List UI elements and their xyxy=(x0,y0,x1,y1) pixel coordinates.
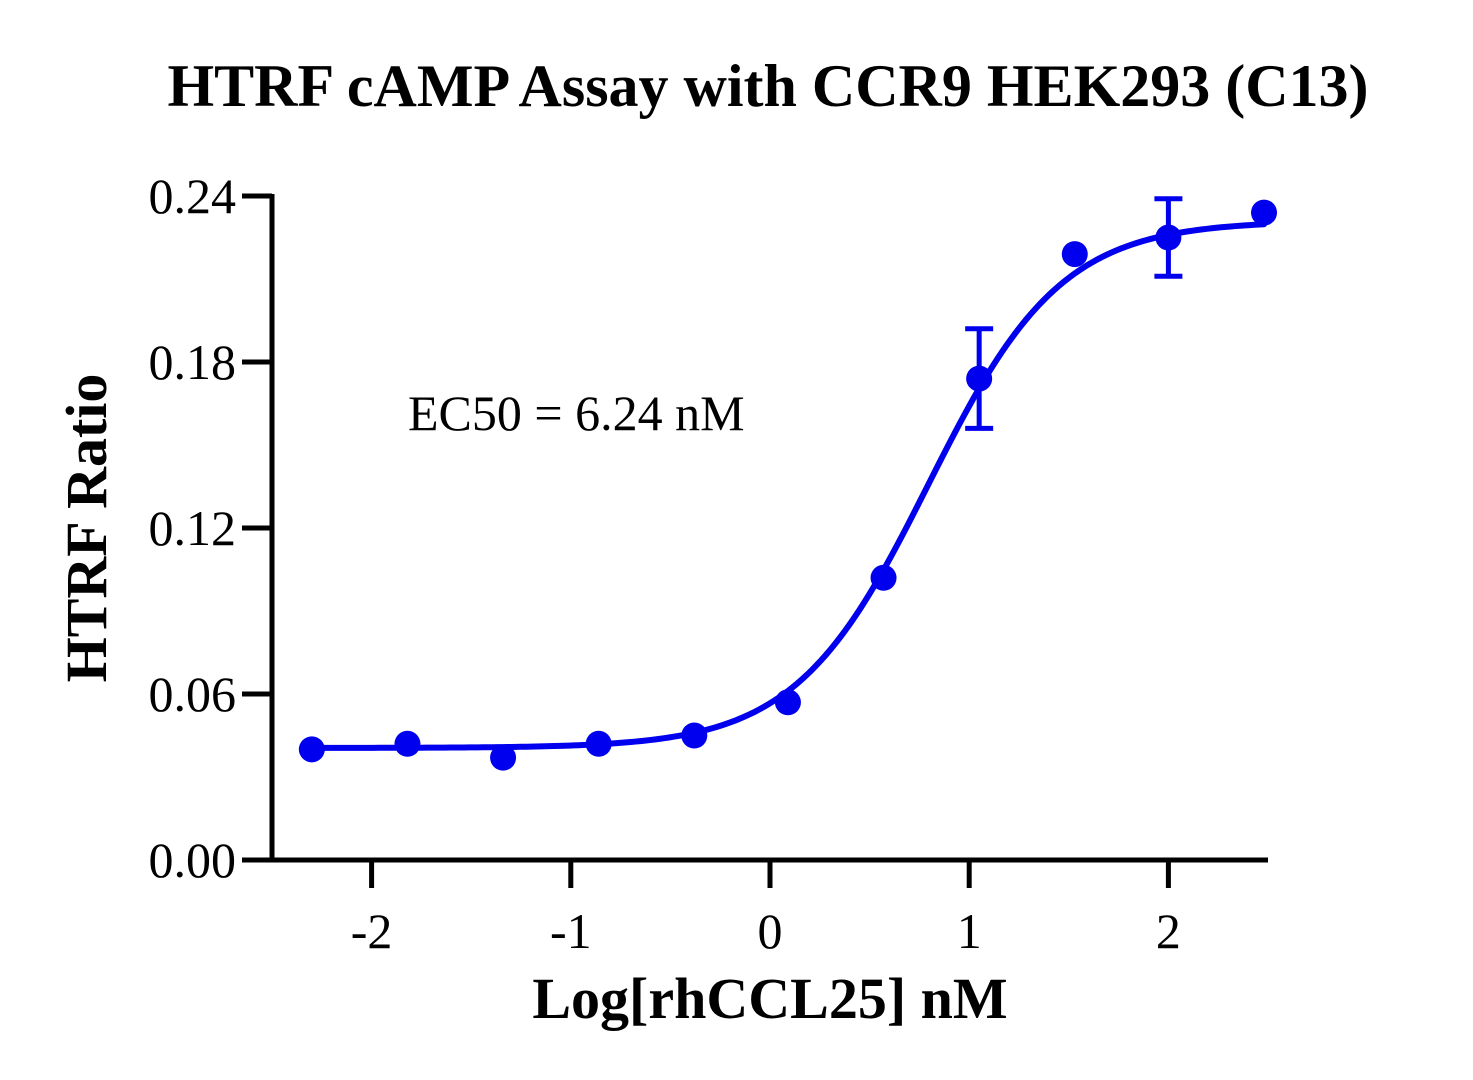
chart-title: HTRF cAMP Assay with CCR9 HEK293 (C13) xyxy=(167,53,1368,119)
data-point xyxy=(870,564,897,591)
data-point xyxy=(585,730,612,757)
y-tick-label: 0.24 xyxy=(149,168,237,224)
y-axis-label: HTRF Ratio xyxy=(54,374,119,683)
data-point xyxy=(966,365,993,392)
data-point xyxy=(1251,199,1278,226)
data-point xyxy=(394,730,421,757)
ec50-annotation: EC50 = 6.24 nM xyxy=(408,385,745,441)
data-point xyxy=(490,744,517,771)
data-point xyxy=(1155,224,1182,251)
y-tick-label: 0.00 xyxy=(149,832,237,888)
fit-curve xyxy=(308,221,1268,751)
data-point xyxy=(298,736,325,763)
data-point xyxy=(774,689,801,716)
y-tick-label: 0.12 xyxy=(149,500,237,556)
x-axis-label: Log[rhCCL25] nM xyxy=(532,966,1007,1031)
y-tick-label: 0.06 xyxy=(149,666,237,722)
x-tick-label: -2 xyxy=(351,903,393,959)
plot-area: 0.00 0.06 0.12 0.18 0.24 -2 -1 0 1 2 xyxy=(149,168,1278,959)
x-tick-label: 2 xyxy=(1156,903,1181,959)
x-tick-label: 0 xyxy=(758,903,783,959)
y-tick-label: 0.18 xyxy=(149,334,237,390)
x-tick-label: -1 xyxy=(550,903,592,959)
x-tick-label: 1 xyxy=(957,903,982,959)
data-point xyxy=(681,722,708,749)
data-point xyxy=(1061,241,1088,268)
